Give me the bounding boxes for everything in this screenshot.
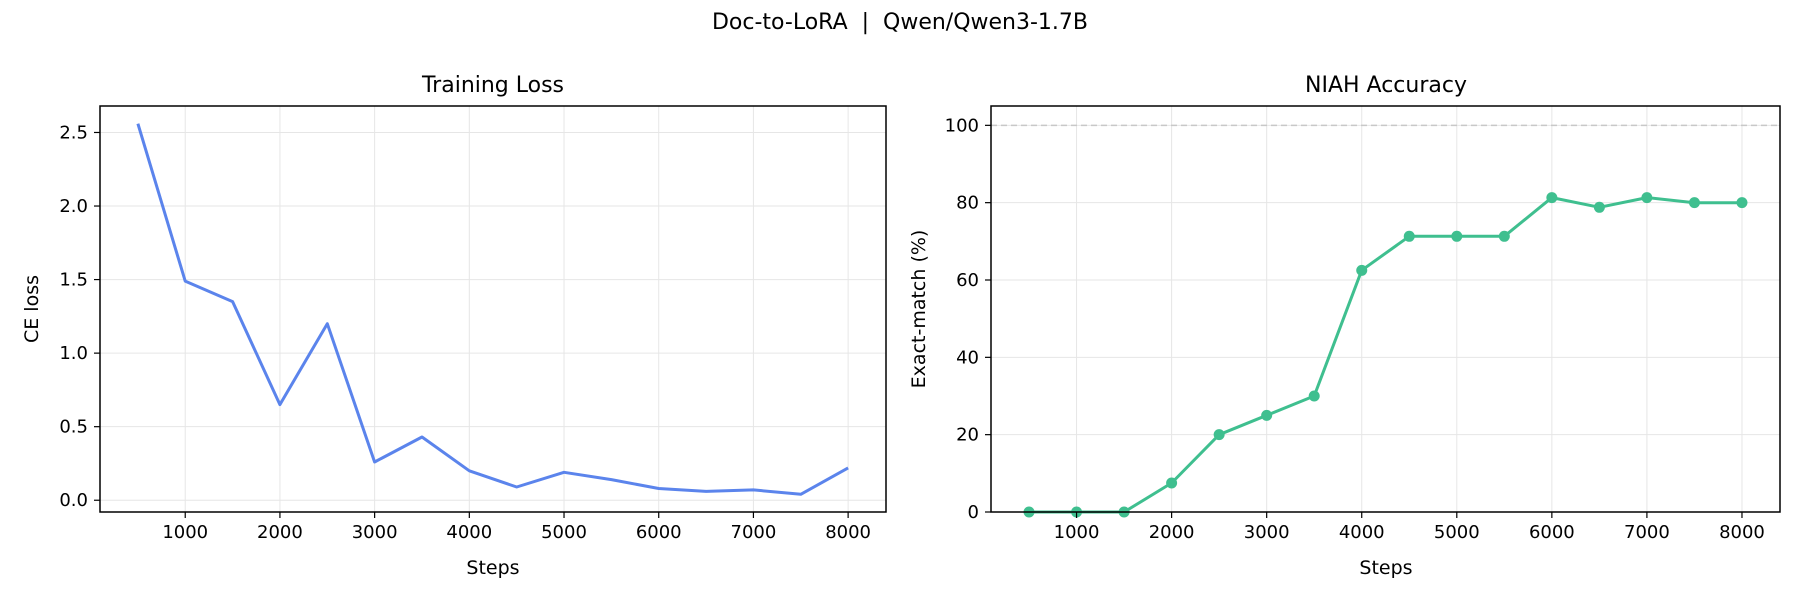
acc-xtick-label: 8000	[1719, 522, 1765, 543]
loss-xtick-label: 7000	[731, 522, 777, 543]
niah-accuracy-ylabel: Exact-match (%)	[908, 230, 930, 389]
acc-data-point	[1498, 230, 1510, 242]
acc-ytick-label: 80	[956, 193, 979, 214]
loss-xtick-label: 3000	[352, 522, 398, 543]
acc-data-point	[1451, 230, 1463, 242]
loss-ytick-label: 2.5	[59, 122, 88, 143]
loss-series-line	[136, 123, 849, 496]
loss-ytick-label: 0.0	[59, 490, 88, 511]
figure-suptitle: Doc-to-LoRA | Qwen/Qwen3-1.7B	[712, 10, 1088, 35]
loss-xtick-label: 8000	[825, 522, 871, 543]
acc-data-point	[1593, 201, 1605, 213]
acc-data-point	[1546, 192, 1558, 204]
loss-ytick-label: 1.0	[59, 343, 88, 364]
loss-ytick-label: 1.5	[59, 270, 88, 291]
training-loss-panel: Training Loss Steps CE loss 1000 2000 3000…	[21, 73, 887, 579]
niah-accuracy-panel: NIAH Accuracy Steps Exact-match (%) 1000…	[908, 73, 1781, 579]
loss-xtick-label: 6000	[636, 522, 682, 543]
niah-accuracy-title: NIAH Accuracy	[1305, 73, 1467, 98]
training-loss-xlabel: Steps	[466, 557, 519, 579]
acc-xtick-label: 7000	[1624, 522, 1670, 543]
acc-xtick-label: 4000	[1339, 522, 1385, 543]
niah-accuracy-xlabel: Steps	[1359, 557, 1412, 579]
acc-data-point	[1308, 390, 1320, 402]
acc-xtick-label: 2000	[1149, 522, 1195, 543]
acc-xtick-label: 3000	[1244, 522, 1290, 543]
acc-data-point	[1641, 192, 1653, 204]
acc-xtick-label: 5000	[1434, 522, 1480, 543]
loss-ytick-label: 2.0	[59, 196, 88, 217]
loss-axes-frame	[99, 105, 887, 513]
loss-xtick-label: 2000	[257, 522, 303, 543]
acc-xtick-label: 6000	[1529, 522, 1575, 543]
acc-ytick-label: 60	[956, 270, 979, 291]
training-loss-title: Training Loss	[421, 73, 564, 98]
acc-ytick-label: 0	[968, 502, 979, 523]
acc-data-point	[1688, 197, 1700, 209]
acc-data-point	[1403, 230, 1415, 242]
acc-axes-frame	[990, 105, 1781, 513]
acc-ytick-label: 100	[945, 115, 979, 136]
acc-data-point	[1261, 409, 1273, 421]
loss-xtick-label: 5000	[541, 522, 587, 543]
training-loss-ylabel: CE loss	[21, 275, 43, 343]
loss-xtick-label: 4000	[446, 522, 492, 543]
acc-ytick-label: 20	[956, 425, 979, 446]
acc-data-point	[1166, 477, 1178, 489]
acc-data-point	[1213, 429, 1225, 441]
acc-data-point	[1356, 264, 1368, 276]
acc-ytick-label: 40	[956, 347, 979, 368]
acc-series-line	[1029, 196, 1742, 514]
acc-data-point	[1736, 197, 1748, 209]
loss-xtick-label: 1000	[162, 522, 208, 543]
acc-xtick-label: 1000	[1054, 522, 1100, 543]
loss-ytick-label: 0.5	[59, 417, 88, 438]
